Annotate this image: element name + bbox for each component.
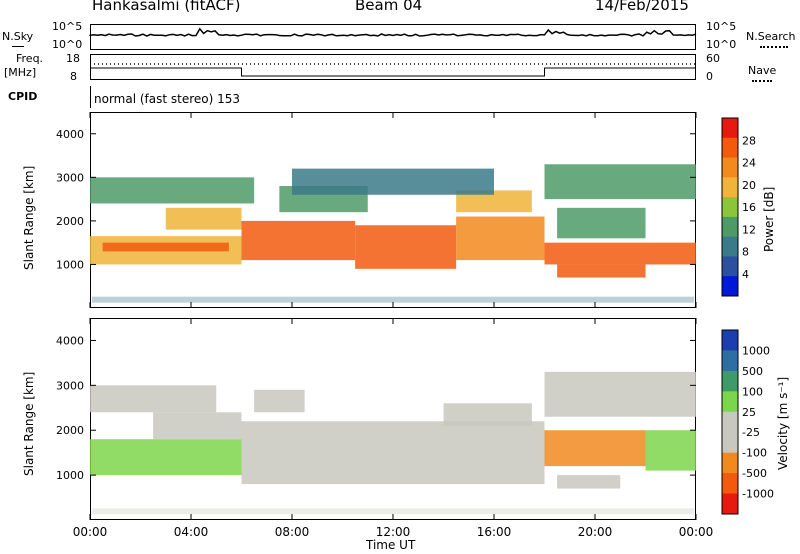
velocity-colorbar-seg (722, 330, 738, 351)
velocity-colorbar-tick: -100 (742, 447, 767, 460)
velocity-colorbar-seg (722, 453, 738, 474)
x-tick-label: 00:00 (73, 525, 108, 539)
velocity-colorbar-tick: 100 (742, 385, 763, 398)
power-colorbar-seg (722, 197, 738, 217)
velocity-band-0 (90, 439, 242, 475)
power-band-9 (292, 169, 494, 195)
velocity-ytick-label: 3000 (56, 379, 84, 392)
velocity-ytick-label: 4000 (56, 334, 84, 347)
power-ytick-label: 1000 (56, 258, 84, 271)
power-ground-scatter (92, 297, 694, 303)
power-colorbar-seg (722, 118, 738, 138)
x-tick-label: 00:00 (679, 525, 714, 539)
power-band-11 (557, 264, 645, 277)
velocity-colorbar-tick: 1000 (742, 344, 770, 357)
velocity-colorbar-seg (722, 473, 738, 494)
velocity-colorbar-seg (722, 350, 738, 371)
velocity-colorbar-seg (722, 412, 738, 433)
power-band-3 (166, 208, 242, 230)
power-band-13 (545, 164, 697, 199)
power-colorbar-tick: 20 (742, 179, 756, 192)
rti-chart-svg: 1000 2000 3000 4000 28 24 20 16 12 8 4 1000 2000 3000… (0, 0, 800, 554)
velocity-ytick-label: 2000 (56, 424, 84, 437)
velocity-ytick-label: 1000 (56, 469, 84, 482)
power-band-2 (90, 177, 254, 203)
power-band-1 (103, 243, 229, 252)
velocity-band-8 (646, 430, 697, 470)
power-colorbar-seg (722, 177, 738, 197)
velocity-band-4 (254, 390, 305, 412)
velocity-band-9 (545, 372, 697, 417)
power-ytick-label: 2000 (56, 215, 84, 228)
velocity-colorbar-seg (722, 391, 738, 412)
x-tick-label: 04:00 (174, 525, 209, 539)
power-band-12 (557, 208, 645, 238)
power-colorbar-seg (722, 138, 738, 158)
power-band-7 (456, 217, 544, 261)
x-tick-label: 20:00 (578, 525, 613, 539)
velocity-band-6 (545, 430, 646, 466)
velocity-colorbar-tick: -1000 (742, 488, 774, 501)
power-band-6 (355, 225, 456, 269)
velocity-ground-scatter (92, 508, 694, 514)
power-colorbar-seg (722, 256, 738, 276)
x-tick-label: 16:00 (477, 525, 512, 539)
power-ytick-label: 3000 (56, 171, 84, 184)
velocity-band-1 (90, 385, 216, 412)
power-colorbar-tick: 24 (742, 157, 756, 170)
power-ytick-label: 4000 (56, 128, 84, 141)
x-tick-label: 12:00 (376, 525, 411, 539)
velocity-colorbar-seg (722, 371, 738, 392)
power-colorbar-seg (722, 158, 738, 178)
power-band-10 (545, 243, 697, 265)
freq-trace (90, 68, 696, 76)
power-colorbar-tick: 16 (742, 201, 756, 214)
velocity-band-3 (242, 421, 545, 484)
power-colorbar-tick: 4 (742, 268, 749, 281)
power-colorbar-seg (722, 276, 738, 296)
velocity-colorbar-tick: -500 (742, 467, 767, 480)
velocity-band-5 (444, 403, 532, 425)
power-colorbar-tick: 28 (742, 134, 756, 147)
velocity-band-2 (153, 412, 241, 439)
rti-plot-page: Hankasalmi (fitACF) Beam 04 14/Feb/2015 … (0, 0, 800, 554)
power-band-4 (242, 221, 356, 260)
nsky-trace (90, 29, 696, 36)
power-colorbar-seg (722, 217, 738, 237)
velocity-colorbar-tick: 500 (742, 365, 763, 378)
velocity-colorbar-seg (722, 494, 738, 515)
power-colorbar-tick: 8 (742, 246, 749, 259)
velocity-colorbar-tick: 25 (742, 406, 756, 419)
power-colorbar-tick: 12 (742, 223, 756, 236)
velocity-colorbar-tick: -25 (742, 426, 760, 439)
power-colorbar-seg (722, 237, 738, 257)
velocity-band-7 (557, 475, 620, 488)
velocity-colorbar-seg (722, 432, 738, 453)
x-tick-label: 08:00 (275, 525, 310, 539)
